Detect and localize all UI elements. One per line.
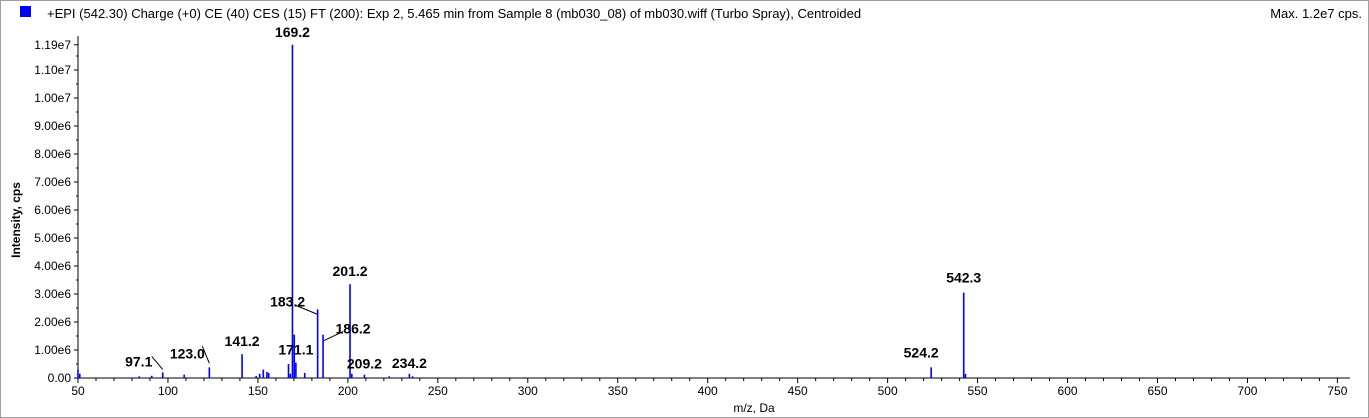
y-tick-label: 2.00e6 xyxy=(34,315,71,329)
max-intensity-label: Max. 1.2e7 cps. xyxy=(1270,6,1362,21)
x-tick-label: 450 xyxy=(788,384,808,398)
series-color-swatch xyxy=(20,6,31,17)
y-tick-label: 1.00e7 xyxy=(34,91,71,105)
x-tick-label: 700 xyxy=(1237,384,1257,398)
x-tick-label: 600 xyxy=(1058,384,1078,398)
peak-label: 123.0 xyxy=(170,345,205,361)
x-tick-label: 50 xyxy=(71,384,85,398)
x-tick-label: 100 xyxy=(158,384,178,398)
x-tick-label: 550 xyxy=(968,384,988,398)
x-axis-ticks: 50 100 150 200 250 300 350 400 450 500 550 600 650 70… xyxy=(71,378,1348,398)
y-axis-ticks: 0.00 1.00e6 2.00e6 3.00e6 4.00e6 5.00e6 6.00e6… xyxy=(34,38,78,385)
peak-label: 234.2 xyxy=(392,355,427,371)
x-tick-label: 650 xyxy=(1147,384,1167,398)
x-tick-label: 300 xyxy=(518,384,538,398)
peak-label-leader xyxy=(295,304,318,315)
spectrum-peaks xyxy=(77,44,967,378)
peak-label: 97.1 xyxy=(125,353,152,369)
y-tick-label: 1.19e7 xyxy=(34,38,71,52)
y-tick-label: 1.00e6 xyxy=(34,343,71,357)
peak-label: 542.3 xyxy=(946,270,981,286)
x-axis-title: m/z, Da xyxy=(733,401,775,415)
y-tick-label: 5.00e6 xyxy=(34,231,71,245)
peak-label-leader xyxy=(151,356,164,370)
peak-label-leader xyxy=(201,346,210,364)
x-tick-label: 750 xyxy=(1327,384,1347,398)
y-tick-label: 4.00e6 xyxy=(34,259,71,273)
y-tick-label: 7.00e6 xyxy=(34,175,71,189)
peak-label: 171.1 xyxy=(278,342,313,358)
y-tick-label: 6.00e6 xyxy=(34,203,71,217)
x-tick-label: 150 xyxy=(248,384,268,398)
spectrum-title: +EPI (542.30) Charge (+0) CE (40) CES (1… xyxy=(47,6,862,21)
x-tick-label: 200 xyxy=(338,384,358,398)
y-tick-label: 8.00e6 xyxy=(34,147,71,161)
peak-label: 186.2 xyxy=(336,321,371,337)
chart-axes xyxy=(77,36,1350,379)
y-tick-label: 0.00 xyxy=(48,371,72,385)
x-tick-label: 350 xyxy=(608,384,628,398)
peak-label: 141.2 xyxy=(225,333,260,349)
y-tick-label: 1.10e7 xyxy=(34,63,71,77)
peak-label: 201.2 xyxy=(333,263,368,279)
peak-annotations: 169.2201.2183.2186.2141.2171.197.1123.02… xyxy=(125,24,981,372)
x-tick-label: 400 xyxy=(698,384,718,398)
peak-label: 169.2 xyxy=(275,24,310,40)
x-tick-label: 250 xyxy=(428,384,448,398)
y-axis-title: Intensity, cps xyxy=(9,182,23,258)
peak-label: 209.2 xyxy=(347,356,382,372)
x-tick-label: 500 xyxy=(878,384,898,398)
peak-label: 524.2 xyxy=(904,344,939,360)
y-tick-label: 3.00e6 xyxy=(34,287,71,301)
peak-label-leader xyxy=(323,331,344,342)
y-tick-label: 9.00e6 xyxy=(34,119,71,133)
